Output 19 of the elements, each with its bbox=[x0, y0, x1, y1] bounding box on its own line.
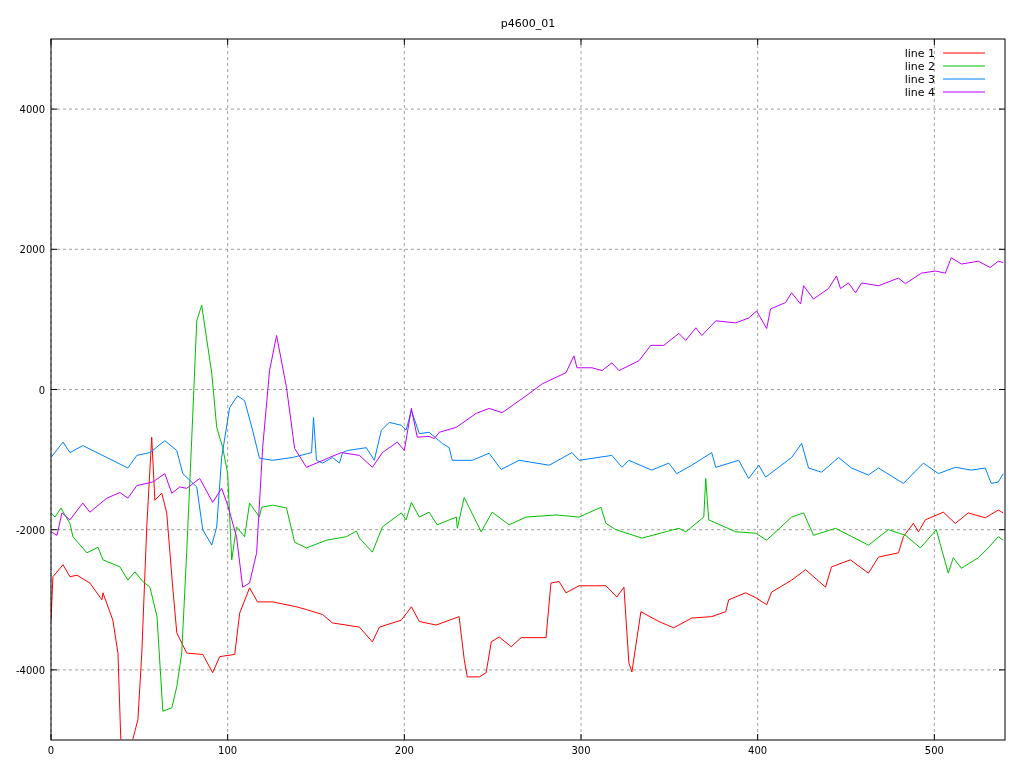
y-tick-label: 2000 bbox=[19, 244, 45, 256]
y-tick-label: 4000 bbox=[19, 104, 45, 116]
x-tick-label: 200 bbox=[394, 745, 414, 756]
x-tick-label: 400 bbox=[748, 745, 768, 756]
x-tick-label: 100 bbox=[218, 745, 238, 756]
y-tick-label: -2000 bbox=[15, 524, 45, 536]
x-tick-label: 300 bbox=[571, 745, 591, 756]
legend-label: line 2 bbox=[904, 60, 935, 73]
chart-title: p4600_01 bbox=[500, 17, 556, 30]
line-series bbox=[51, 257, 1004, 588]
line-series bbox=[51, 395, 1004, 546]
y-tick-label: -4000 bbox=[15, 664, 45, 676]
legend-label: line 4 bbox=[904, 86, 935, 99]
x-tick-label: 500 bbox=[924, 745, 944, 756]
line-series bbox=[51, 304, 1004, 712]
legend-label: line 3 bbox=[904, 73, 935, 86]
x-tick-label: 0 bbox=[47, 745, 55, 756]
y-tick-label: 0 bbox=[38, 384, 45, 396]
legend-label: line 1 bbox=[904, 47, 935, 60]
